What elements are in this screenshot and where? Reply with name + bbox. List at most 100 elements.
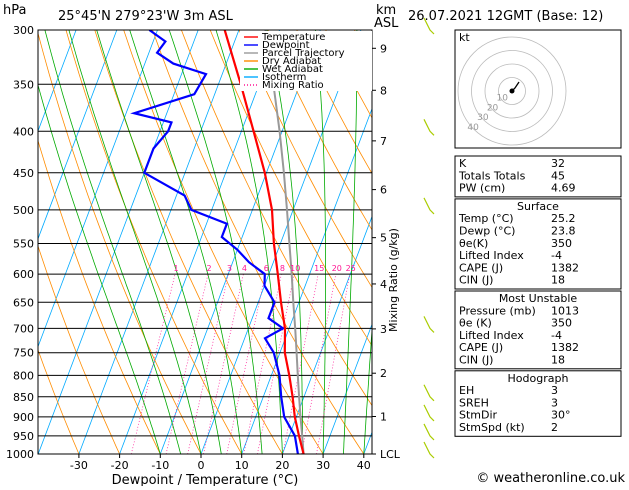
dry-adiabat [210, 30, 445, 454]
table-title: Hodograph [508, 372, 569, 385]
table-label: Lifted Index [459, 249, 524, 262]
table-label: Totals Totals [458, 169, 526, 182]
wet-adiabat [216, 30, 282, 454]
hodograph-ring-label: 40 [467, 123, 479, 133]
x-tick-label: -10 [151, 459, 169, 472]
table-value: 30° [551, 409, 571, 422]
table-label: EH [459, 384, 474, 397]
table-value: 23.8 [551, 225, 576, 238]
mixing-ratio-label: 3 [227, 264, 232, 273]
table-value: 25.2 [551, 212, 576, 225]
table-title: Most Unstable [499, 292, 578, 305]
km-tick-label: 8 [380, 84, 387, 97]
pressure-tick-label: 550 [13, 237, 34, 250]
credit: © weatheronline.co.uk [476, 471, 625, 486]
mixing-ratio-label: 6 [264, 264, 269, 273]
isotherm-line [120, 30, 280, 454]
mixing-ratio-label: 2 [206, 264, 211, 273]
x-tick-label: -30 [70, 459, 88, 472]
x-tick-label: -20 [111, 459, 129, 472]
mixing-ratio-line [203, 274, 243, 454]
mixing-ratio-line [188, 274, 229, 454]
table-value: -4 [551, 249, 562, 262]
wind-barb [424, 316, 434, 332]
table-value: 1013 [551, 304, 579, 317]
km-tick-label: 6 [380, 184, 387, 197]
pressure-tick-label: 850 [13, 391, 34, 404]
x-tick-label: 20 [275, 459, 289, 472]
table-label: StmDir [459, 409, 498, 422]
wet-adiabat [344, 30, 357, 454]
wet-adiabat [69, 30, 201, 454]
isotherm-line [242, 30, 402, 454]
hodograph-ring-label: 30 [477, 113, 489, 123]
table-label: θe (K) [459, 317, 492, 330]
mixing-ratio-label: 15 [314, 264, 324, 273]
hodograph-ring-label: 10 [497, 94, 509, 104]
table-label: CAPE (J) [459, 341, 503, 354]
table-title: Surface [517, 200, 559, 213]
mixing-ratio-label: 4 [242, 264, 247, 273]
x-tick-label: 10 [235, 459, 249, 472]
pressure-tick-label: 800 [13, 369, 34, 382]
wet-adiabat [315, 30, 325, 454]
table-value: 350 [551, 237, 572, 250]
wind-barb [424, 198, 434, 214]
table-value: 18 [551, 274, 565, 287]
p-unit-label: hPa [3, 3, 26, 18]
mixing-ratio-line [302, 274, 336, 454]
table-value: 1382 [551, 261, 579, 274]
table-label: Temp (°C) [458, 212, 514, 225]
km-tick-label: 2 [380, 367, 387, 380]
pressure-tick-label: 1000 [6, 448, 34, 461]
wind-barbs [424, 18, 434, 458]
table-label: CIN (J) [459, 274, 493, 287]
datetime-title: 26.07.2021 12GMT (Base: 12) [408, 9, 603, 24]
x-tick-label: 40 [357, 459, 371, 472]
km-tick-label: 3 [380, 323, 387, 336]
hodograph-ring-label: 20 [487, 103, 499, 113]
legend-entry: Mixing Ratio [262, 80, 324, 91]
pressure-tick-label: 450 [13, 167, 34, 180]
table-value: -4 [551, 329, 562, 342]
mixing-ratio-label: 20 [332, 264, 342, 273]
table-label: Pressure (mb) [459, 304, 536, 317]
hodograph-kt-label: kt [459, 31, 470, 44]
asl-label: ASL [374, 16, 399, 31]
location-title: 25°45'N 279°23'W 3m ASL [58, 9, 234, 24]
mixing-ratio-label: 10 [290, 264, 300, 273]
km-tick-label: 4 [380, 278, 387, 291]
wind-barb [424, 442, 434, 458]
series-line-temperature [225, 30, 304, 454]
table-label: CAPE (J) [459, 261, 503, 274]
km-tick-label: LCL [380, 448, 401, 461]
wind-barb [424, 405, 434, 421]
dry-adiabat [66, 30, 242, 454]
dry-adiabat [95, 30, 283, 454]
x-axis-label: Dewpoint / Temperature (°C) [112, 473, 299, 486]
wind-barb [424, 119, 434, 135]
table-value: 4.69 [551, 182, 576, 195]
table-label: CIN (J) [459, 354, 493, 367]
wet-adiabat [169, 30, 262, 454]
pressure-tick-label: 500 [13, 204, 34, 217]
table-value: 32 [551, 157, 565, 170]
dry-adiabat [0, 30, 79, 454]
pressure-tick-label: 300 [13, 24, 34, 37]
pressure-tick-label: 650 [13, 296, 34, 309]
table-value: 3 [551, 396, 558, 409]
table-value: 18 [551, 354, 565, 367]
mixing-ratio-axis-label: Mixing Ratio (g/kg) [387, 228, 400, 332]
km-tick-label: 1 [380, 411, 387, 424]
table-label: StmSpd (kt) [459, 421, 525, 434]
x-tick-label: 30 [316, 459, 330, 472]
pressure-tick-label: 350 [13, 78, 34, 91]
pressure-tick-label: 700 [13, 322, 34, 335]
table-value: 1382 [551, 341, 579, 354]
km-tick-label: 9 [380, 42, 387, 55]
dry-adiabat [124, 30, 323, 454]
